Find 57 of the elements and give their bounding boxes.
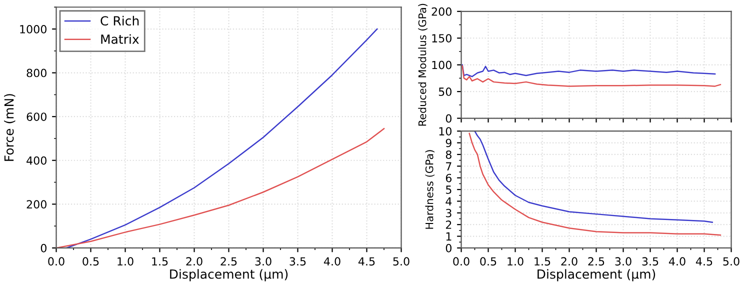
y-tick-label: 7 (446, 162, 452, 170)
x-tick-label: 0.0 (48, 257, 64, 266)
y-tick-label: 4 (446, 197, 452, 206)
line-series (56, 128, 385, 248)
y-tick-label: 1 (446, 232, 452, 240)
x-tick-label: 3.5 (642, 257, 658, 266)
line-series (468, 132, 722, 236)
y-tick-label: 400 (26, 156, 46, 165)
x-tick-label: 1.5 (534, 257, 550, 266)
x-tick-label: 3.5 (290, 257, 306, 266)
x-tick-label: 0.5 (82, 257, 99, 266)
y-tick-label: 0 (40, 244, 46, 252)
x-tick-label: 3.0 (255, 257, 272, 266)
x-tick-label: 5.0 (723, 257, 740, 266)
y-tick-label: 200 (26, 200, 46, 209)
line-series (462, 65, 722, 87)
x-tick-label: 3.0 (615, 257, 632, 266)
y-tick-label: 50 (438, 88, 452, 96)
line-series (474, 131, 713, 223)
y-tick-label: 200 (432, 7, 452, 16)
y-axis-title: Force (mN) (4, 94, 16, 161)
y-tick-label: 10 (439, 127, 452, 136)
y-tick-label: 150 (432, 34, 452, 42)
y-tick-label: 800 (26, 68, 46, 78)
x-axis-title: Displacement (μm) (170, 269, 288, 282)
x-tick-label: 4.5 (696, 257, 712, 266)
x-tick-label: 1.5 (152, 257, 168, 266)
x-tick-label: 2.0 (561, 257, 578, 266)
y-axis-title: Reduced Modulus (GPa) (418, 4, 428, 126)
x-tick-label: 2.0 (186, 257, 202, 266)
x-tick-label: 2.5 (588, 257, 604, 266)
x-tick-label: 0.0 (453, 257, 470, 266)
y-tick-label: 1000 (20, 24, 46, 34)
x-tick-label: 1.0 (508, 257, 524, 266)
y-tick-label: 8 (446, 150, 452, 159)
y-tick-label: 0 (446, 244, 452, 252)
y-tick-label: 100 (432, 60, 452, 70)
x-tick-label: 4.0 (324, 257, 340, 266)
y-axis-title: Hardness (GPa) (425, 150, 435, 229)
line-series (66, 28, 378, 248)
y-tick-label: 9 (446, 138, 452, 148)
y-tick-label: 5 (446, 186, 452, 194)
x-tick-label: 4.5 (358, 257, 375, 266)
y-tick-label: 0 (446, 114, 452, 123)
legend-label: C Rich (100, 16, 139, 26)
legend-label: Matrix (101, 34, 139, 44)
x-tick-label: 1.0 (118, 257, 134, 266)
y-tick-label: 3 (446, 208, 452, 218)
x-tick-label: 2.5 (220, 257, 237, 266)
x-tick-label: 5.0 (393, 257, 410, 266)
x-tick-label: 4.0 (668, 257, 686, 266)
x-tick-label: 0.5 (480, 257, 496, 266)
y-tick-label: 6 (446, 174, 452, 182)
y-tick-label: 2 (446, 220, 452, 229)
line-series (462, 64, 716, 78)
y-tick-label: 600 (26, 112, 46, 121)
x-axis-title: Displacement (μm) (538, 269, 656, 282)
